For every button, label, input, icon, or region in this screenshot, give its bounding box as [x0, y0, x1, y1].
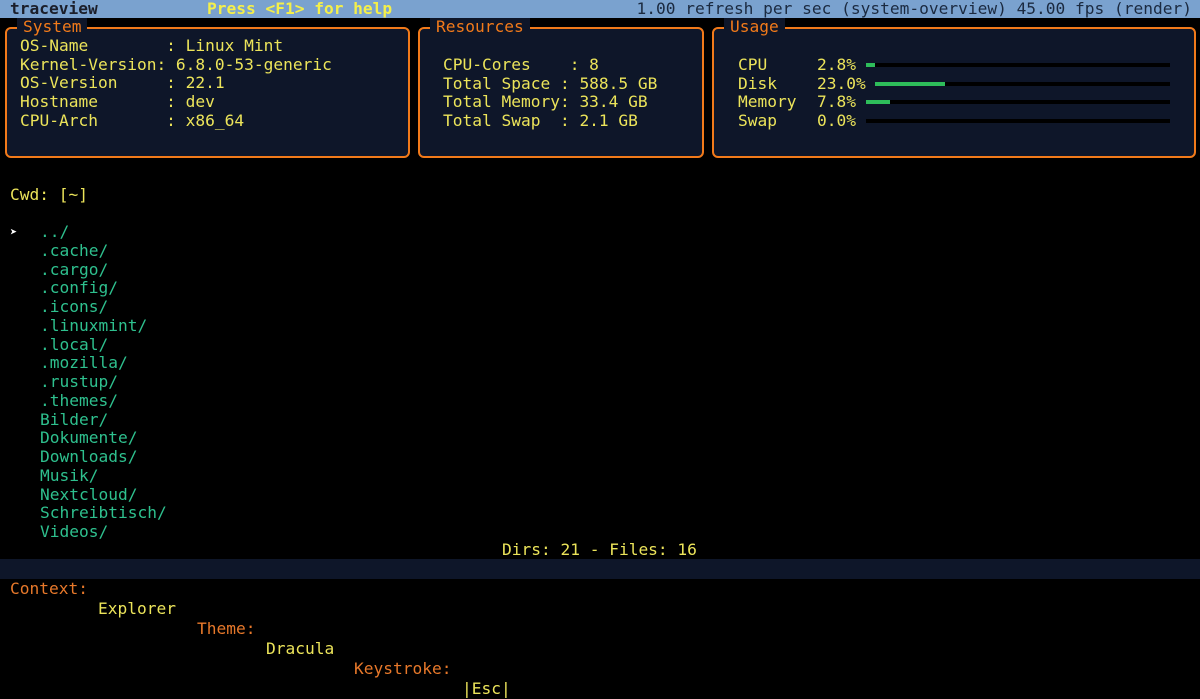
file-list-item[interactable]: .local/ — [40, 334, 109, 354]
system-row: CPU-Arch : x86_64 — [20, 110, 245, 130]
cursor-arrow-icon: ➤ — [10, 225, 18, 239]
file-list-item[interactable]: .cache/ — [40, 240, 109, 260]
file-list-item[interactable]: .mozilla/ — [40, 353, 128, 373]
file-list-item[interactable]: .icons/ — [40, 297, 109, 316]
usage-label: Memory — [738, 92, 797, 112]
dir-file-count: Dirs: 21 - Files: 16 — [502, 540, 697, 559]
file-list-item[interactable]: Nextcloud/ — [40, 484, 138, 504]
theme-value: Dracula — [266, 639, 335, 658]
file-list-item[interactable]: ../ — [40, 222, 70, 241]
usage-panel: Usage CPU 2.8% Disk 23.0% Memory 7.8% Swap 0.0% — [712, 18, 1196, 158]
context-label: Context: — [10, 579, 88, 598]
usage-value: 23.0% — [817, 73, 866, 93]
usage-value: 2.8% — [817, 55, 856, 74]
context-value: Explorer — [98, 599, 176, 618]
system-row: Hostname : dev — [20, 92, 215, 112]
keystroke-value: |Esc| — [462, 679, 511, 698]
cwd-label: Cwd: [~] — [10, 185, 88, 204]
file-list-item[interactable]: Videos/ — [40, 522, 109, 541]
file-list-item[interactable]: Dokumente/ — [40, 428, 138, 448]
usage-bar — [866, 100, 1170, 105]
system-row: OS-Version : 22.1 — [20, 73, 225, 93]
usage-bar-fill — [866, 63, 875, 67]
status-bar: Context: Explorer Theme: Dracula Keystro… — [0, 559, 1200, 698]
resource-row: Total Memory: 33.4 GB — [443, 92, 648, 112]
resources-title: Resources — [430, 18, 530, 36]
system-panel: System OS-Name : Linux Mint Kernel-Versio… — [5, 18, 410, 158]
resource-row: Total Space : 588.5 GB — [443, 73, 658, 93]
system-title: System — [17, 18, 88, 36]
usage-label: Swap — [738, 111, 777, 131]
file-list-item[interactable]: .linuxmint/ — [40, 315, 148, 335]
resource-row: CPU-Cores : 8 — [443, 55, 599, 74]
theme-label: Theme: — [197, 619, 256, 638]
resources-panel: Resources CPU-Cores : 8 Total Space : 588… — [418, 18, 704, 158]
usage-value: 0.0% — [817, 111, 856, 131]
usage-bar — [866, 63, 1170, 67]
top-bar: traceview Press <F1> for help 1.00 refre… — [0, 0, 1200, 18]
usage-label: Disk — [738, 73, 777, 93]
file-list-item[interactable]: Musik/ — [40, 465, 99, 485]
system-row: OS-Name : Linux Mint — [20, 36, 284, 55]
file-list-item[interactable]: .rustup/ — [40, 372, 118, 391]
usage-bar-fill — [875, 81, 945, 86]
file-list-item[interactable]: .cargo/ — [40, 259, 109, 279]
usage-label: CPU — [738, 55, 768, 74]
system-row: Kernel-Version: 6.8.0-53-generic — [20, 54, 332, 74]
file-list-item[interactable]: Bilder/ — [40, 409, 109, 429]
app-title: traceview — [10, 0, 98, 18]
usage-title: Usage — [724, 18, 785, 36]
usage-value: 7.8% — [817, 92, 856, 112]
file-list-item[interactable]: Schreibtisch/ — [40, 503, 167, 523]
file-list-item[interactable]: Downloads/ — [40, 447, 138, 466]
keystroke-label: Keystroke: — [354, 659, 452, 678]
resource-row: Total Swap : 2.1 GB — [443, 111, 638, 131]
refresh-info: 1.00 refresh per sec (system-overview) 4… — [636, 0, 1192, 18]
file-list-item[interactable]: .config/ — [40, 278, 118, 298]
usage-bar — [866, 119, 1170, 124]
help-hint: Press <F1> for help — [207, 0, 393, 18]
file-list-item[interactable]: .themes/ — [40, 390, 118, 410]
usage-bar — [875, 81, 1170, 86]
usage-bar-fill — [866, 100, 890, 105]
